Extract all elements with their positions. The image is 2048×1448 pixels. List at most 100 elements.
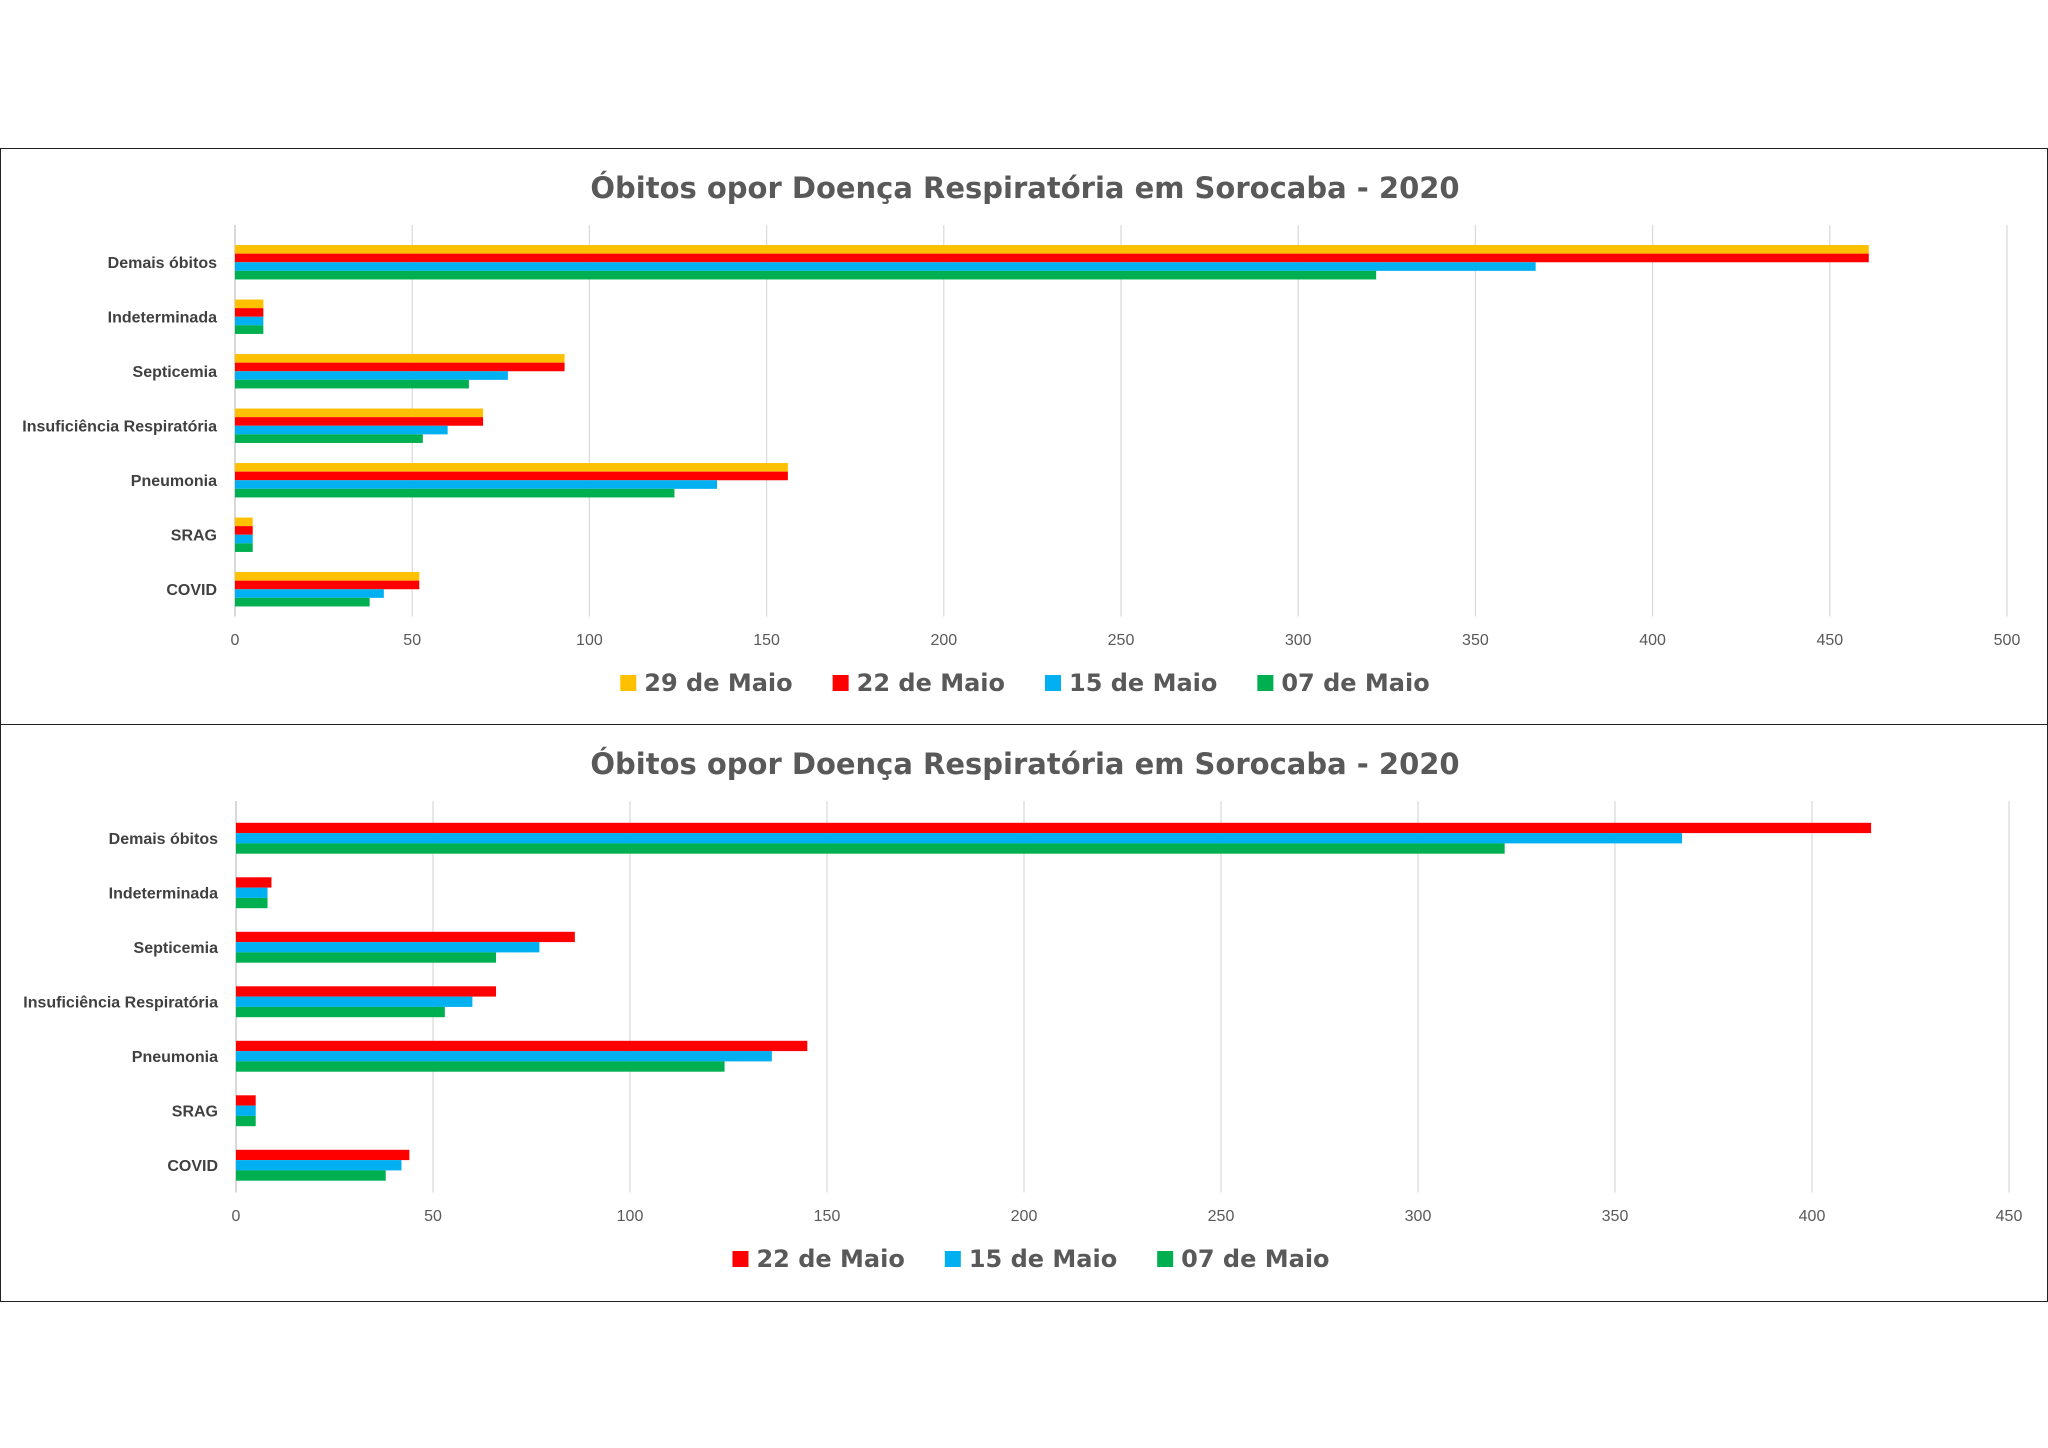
x-tick-label-0: 0 [232, 1208, 241, 1225]
category-label-pneumonia: Pneumonia [132, 1049, 218, 1066]
bar-srag-22-de-maio [236, 1095, 256, 1106]
bar-indeterminada-07-de-maio [236, 897, 268, 909]
bar-covid-15-de-maio [236, 1160, 402, 1171]
legend-item-07-de-maio: 07 de Maio [1257, 669, 1430, 697]
category-label-indeterminada: Indeterminada [108, 309, 217, 326]
bar-insuficiencia-respiratoria-07-de-maio [235, 434, 423, 443]
bar-pneumonia-22-de-maio [236, 1040, 808, 1052]
bar-demais-obitos-22-de-maio [235, 253, 1869, 263]
bar-chart-1: Óbitos opor Doença Respiratória em Soroc… [22, 171, 2020, 697]
bar-septicemia-07-de-maio [235, 379, 469, 389]
x-tick-label-0: 0 [231, 632, 240, 649]
category-label-insuficiencia-respiratoria: Insuficiência Respiratória [23, 994, 218, 1011]
category-label-insuficiencia-respiratoria: Insuficiência Respiratória [22, 418, 217, 435]
bar-srag-15-de-maio [235, 534, 253, 544]
bar-insuficiencia-respiratoria-15-de-maio [236, 996, 473, 1007]
legend-label: 15 de Maio [1069, 669, 1217, 697]
bar-pneumonia-22-de-maio [235, 471, 788, 481]
x-tick-label-250: 250 [1208, 1208, 1235, 1225]
bar-insuficiencia-respiratoria-15-de-maio [235, 425, 448, 435]
bar-chart-2: Óbitos opor Doença Respiratória em Soroc… [23, 747, 2022, 1273]
bar-septicemia-22-de-maio [235, 362, 565, 372]
bar-covid-29-de-maio [235, 572, 420, 581]
legend-label: 07 de Maio [1181, 1245, 1329, 1273]
x-tick-label-350: 350 [1602, 1208, 1629, 1225]
legend-item-29-de-maio: 29 de Maio [620, 669, 793, 697]
legend-swatch [832, 675, 849, 691]
legend-swatch [1157, 1251, 1174, 1267]
x-tick-label-200: 200 [930, 632, 957, 649]
legend-label: 22 de Maio [857, 669, 1005, 697]
bar-indeterminada-22-de-maio [235, 308, 264, 317]
legend-item-22-de-maio: 22 de Maio [832, 669, 1005, 697]
x-tick-label-50: 50 [403, 632, 421, 649]
legend-item-15-de-maio: 15 de Maio [1045, 669, 1217, 697]
x-tick-label-250: 250 [1108, 632, 1135, 649]
bar-demais-obitos-15-de-maio [236, 833, 1682, 844]
x-tick-label-400: 400 [1639, 632, 1666, 649]
bar-covid-07-de-maio [235, 597, 370, 607]
bar-srag-07-de-maio [236, 1115, 256, 1127]
legend-swatch [732, 1251, 749, 1267]
bar-pneumonia-15-de-maio [236, 1051, 772, 1062]
legend-label: 29 de Maio [644, 669, 792, 697]
x-tick-label-400: 400 [1799, 1208, 1826, 1225]
bar-demais-obitos-15-de-maio [235, 262, 1536, 271]
bar-indeterminada-29-de-maio [235, 299, 264, 309]
x-tick-label-100: 100 [576, 632, 603, 649]
bar-insuficiencia-respiratoria-22-de-maio [236, 986, 497, 997]
category-label-covid: COVID [167, 1158, 218, 1175]
bar-demais-obitos-07-de-maio [235, 270, 1377, 280]
legend-swatch [1257, 675, 1274, 691]
category-label-covid: COVID [166, 582, 217, 599]
bar-indeterminada-15-de-maio [236, 887, 268, 898]
bar-pneumonia-29-de-maio [235, 463, 788, 472]
x-tick-label-200: 200 [1011, 1208, 1038, 1225]
x-tick-label-50: 50 [424, 1208, 442, 1225]
bar-septicemia-07-de-maio [236, 952, 497, 963]
legend-swatch [1045, 675, 1061, 691]
bar-pneumonia-15-de-maio [235, 480, 717, 489]
bar-septicemia-22-de-maio [236, 931, 575, 943]
legend-item-15-de-maio: 15 de Maio [944, 1245, 1117, 1273]
category-label-demais-obitos: Demais óbitos [109, 831, 218, 848]
bar-insuficiencia-respiratoria-22-de-maio [235, 417, 484, 426]
bar-covid-22-de-maio [235, 580, 420, 590]
category-label-septicemia: Septicemia [133, 364, 218, 381]
legend-item-07-de-maio: 07 de Maio [1157, 1245, 1330, 1273]
legend-swatch [944, 1251, 961, 1267]
chart-title: Óbitos opor Doença Respiratória em Soroc… [590, 171, 1459, 205]
legend-label: 22 de Maio [756, 1245, 904, 1273]
bar-srag-22-de-maio [235, 526, 253, 535]
bar-insuficiencia-respiratoria-29-de-maio [235, 408, 484, 418]
x-tick-label-100: 100 [617, 1208, 644, 1225]
category-label-indeterminada: Indeterminada [109, 885, 218, 902]
x-tick-label-300: 300 [1405, 1208, 1432, 1225]
x-tick-label-350: 350 [1462, 632, 1489, 649]
bar-insuficiencia-respiratoria-07-de-maio [236, 1006, 445, 1018]
bar-pneumonia-07-de-maio [236, 1061, 725, 1072]
bar-pneumonia-07-de-maio [235, 488, 675, 498]
bar-srag-29-de-maio [235, 517, 253, 527]
legend-label: 15 de Maio [969, 1245, 1117, 1273]
category-label-septicemia: Septicemia [134, 940, 219, 957]
chart-panel-1: Óbitos opor Doença Respiratória em Soroc… [0, 148, 2048, 726]
bar-covid-22-de-maio [236, 1149, 410, 1161]
bar-covid-07-de-maio [236, 1170, 386, 1181]
x-tick-label-450: 450 [1816, 632, 1843, 649]
bar-septicemia-15-de-maio [235, 371, 508, 380]
bar-indeterminada-22-de-maio [236, 877, 272, 888]
bar-demais-obitos-29-de-maio [235, 245, 1869, 254]
bar-srag-15-de-maio [236, 1105, 256, 1116]
category-label-demais-obitos: Demais óbitos [108, 255, 217, 272]
bar-demais-obitos-22-de-maio [236, 822, 1872, 834]
bar-indeterminada-15-de-maio [235, 316, 264, 326]
bar-septicemia-15-de-maio [236, 942, 540, 953]
bar-srag-07-de-maio [235, 543, 253, 552]
category-label-srag: SRAG [171, 527, 217, 544]
legend-label: 07 de Maio [1281, 669, 1429, 697]
category-label-pneumonia: Pneumonia [131, 473, 217, 490]
chart-title: Óbitos opor Doença Respiratória em Soroc… [590, 747, 1459, 781]
x-tick-label-150: 150 [753, 632, 780, 649]
x-tick-label-300: 300 [1285, 632, 1312, 649]
